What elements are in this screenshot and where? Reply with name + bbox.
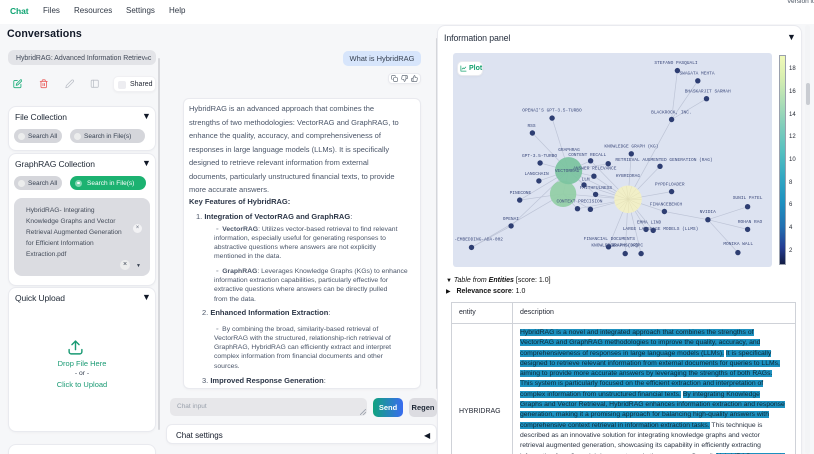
- svg-text:IPC: IPC: [635, 242, 643, 248]
- svg-text:LLM: LLM: [582, 177, 590, 183]
- svg-text:KNOWLEDGE: KNOWLEDGE: [591, 242, 616, 248]
- svg-text:RSS: RSS: [527, 123, 535, 129]
- svg-text:PINECONE: PINECONE: [510, 190, 532, 196]
- svg-text:-EMBEDDING-ADA-002: -EMBEDDING-ADA-002: [454, 237, 503, 243]
- svg-text:LANGCHAIN: LANGCHAIN: [524, 171, 549, 177]
- svg-text:STEFANO PASQUALI: STEFANO PASQUALI: [654, 60, 698, 66]
- svg-text:CONTENT RECALL: CONTENT RECALL: [568, 152, 606, 158]
- svg-text:GPT-3.5-TURBO: GPT-3.5-TURBO: [522, 153, 557, 159]
- svg-text:SWAGATA MEHTA: SWAGATA MEHTA: [679, 71, 714, 77]
- svg-text:OPENAI'S GPT-3.5-TURBO: OPENAI'S GPT-3.5-TURBO: [522, 108, 582, 114]
- svg-text:BLACKROCK, INC.: BLACKROCK, INC.: [651, 110, 692, 116]
- svg-text:SUNIL PATEL: SUNIL PATEL: [733, 195, 763, 201]
- svg-text:CONTEXT PRECISION: CONTEXT PRECISION: [557, 198, 603, 204]
- svg-text:MONIKA WALL: MONIKA WALL: [723, 241, 753, 247]
- svg-text:FAITHFULNESS: FAITHFULNESS: [580, 185, 613, 191]
- svg-text:HYBRIDRAG: HYBRIDRAG: [616, 173, 641, 179]
- svg-text:ROHAN RAO: ROHAN RAO: [738, 219, 763, 225]
- svg-text:KNOWLEDGE GRAPH (KG): KNOWLEDGE GRAPH (KG): [604, 144, 658, 150]
- svg-text:EMMA LIND: EMMA LIND: [637, 219, 662, 225]
- svg-text:FINANCIAL DOCUMENTS: FINANCIAL DOCUMENTS: [584, 236, 636, 242]
- svg-text:VECTORRAG: VECTORRAG: [555, 168, 580, 174]
- svg-text:GRAPHRAG: GRAPHRAG: [558, 147, 580, 153]
- svg-text:ANSWER RELEVANCE: ANSWER RELEVANCE: [573, 166, 617, 172]
- svg-text:NVIDIA: NVIDIA: [700, 209, 717, 215]
- svg-text:BHASKARJIT SARMAH: BHASKARJIT SARMAH: [685, 89, 731, 95]
- svg-text:OPENAI: OPENAI: [503, 216, 520, 222]
- svg-text:PYPDFLOADER: PYPDFLOADER: [655, 182, 685, 188]
- svg-text:LARGE LANGUAGE MODELS (LLMS): LARGE LANGUAGE MODELS (LLMS): [623, 226, 699, 232]
- svg-text:RETRIEVAL AUGMENTED GENERATION: RETRIEVAL AUGMENTED GENERATION (RAG): [615, 157, 712, 163]
- svg-text:FINANCEBENCH: FINANCEBENCH: [650, 202, 683, 208]
- svg-text:GRAPHS(DR): GRAPHS(DR): [611, 242, 638, 248]
